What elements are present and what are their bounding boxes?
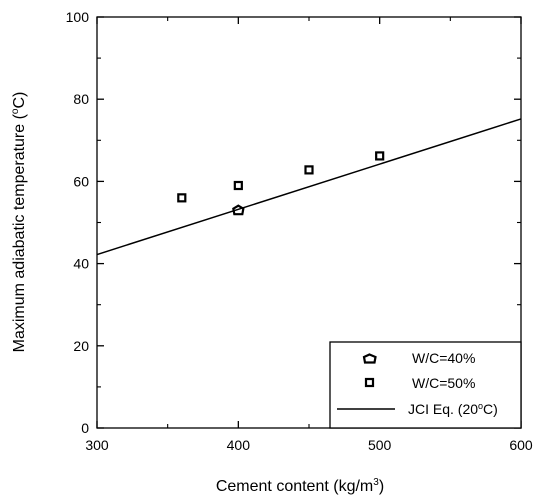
legend-label-wc40: W/C=40% [412, 350, 475, 366]
y-axis-title-superscript: o [10, 108, 21, 114]
y-tick-label: 0 [81, 420, 89, 436]
y-axis-title: Maximum adiabatic temperature (oC) [10, 92, 28, 353]
legend-entry-jci: JCI Eq. (20oC) [337, 401, 498, 417]
x-tick-label: 400 [227, 437, 251, 453]
wc50-point [375, 151, 385, 161]
legend-label-wc50: W/C=50% [412, 375, 475, 391]
tick-labels: 300 400 500 600 0 20 40 60 80 100 [66, 9, 533, 453]
y-axis-title-end: C) [11, 92, 28, 109]
x-axis-title-end: ) [379, 478, 384, 495]
y-tick-label: 80 [73, 91, 89, 107]
x-axis-title-superscript: 3 [373, 477, 379, 488]
legend-box [329, 341, 522, 429]
x-tick-label: 300 [85, 437, 109, 453]
x-axis-title: Cement content (kg/m3) [216, 477, 384, 495]
wc50-point [177, 193, 187, 203]
wc50-point [233, 180, 243, 191]
y-tick-label: 20 [73, 338, 89, 354]
jci-equation-line [96, 118, 522, 256]
wc50-point [304, 165, 314, 175]
x-tick-label: 500 [368, 437, 392, 453]
y-tick-label: 40 [73, 256, 89, 272]
series-layer [96, 118, 522, 256]
y-axis-title-main: Maximum adiabatic temperature ( [11, 113, 28, 352]
y-tick-label: 100 [66, 9, 90, 25]
legend-entry-wc40: W/C=40% [362, 350, 475, 366]
legend-label-jci-superscript: o [478, 401, 483, 411]
legend-marker-wc50 [364, 377, 375, 388]
x-axis-title-main: Cement content (kg/m [216, 478, 373, 495]
y-tick-label: 60 [73, 173, 89, 189]
legend: W/C=40% W/C=50% JCI Eq. (20oC) [329, 341, 522, 429]
wc40-point [232, 204, 245, 216]
legend-label-jci-end: C) [483, 401, 498, 417]
legend-marker-wc40 [362, 353, 377, 364]
legend-entry-wc50: W/C=50% [364, 375, 475, 391]
legend-label-jci-main: JCI Eq. (20 [408, 401, 478, 417]
x-tick-label: 600 [509, 437, 533, 453]
legend-label-jci: JCI Eq. (20oC) [408, 401, 498, 417]
